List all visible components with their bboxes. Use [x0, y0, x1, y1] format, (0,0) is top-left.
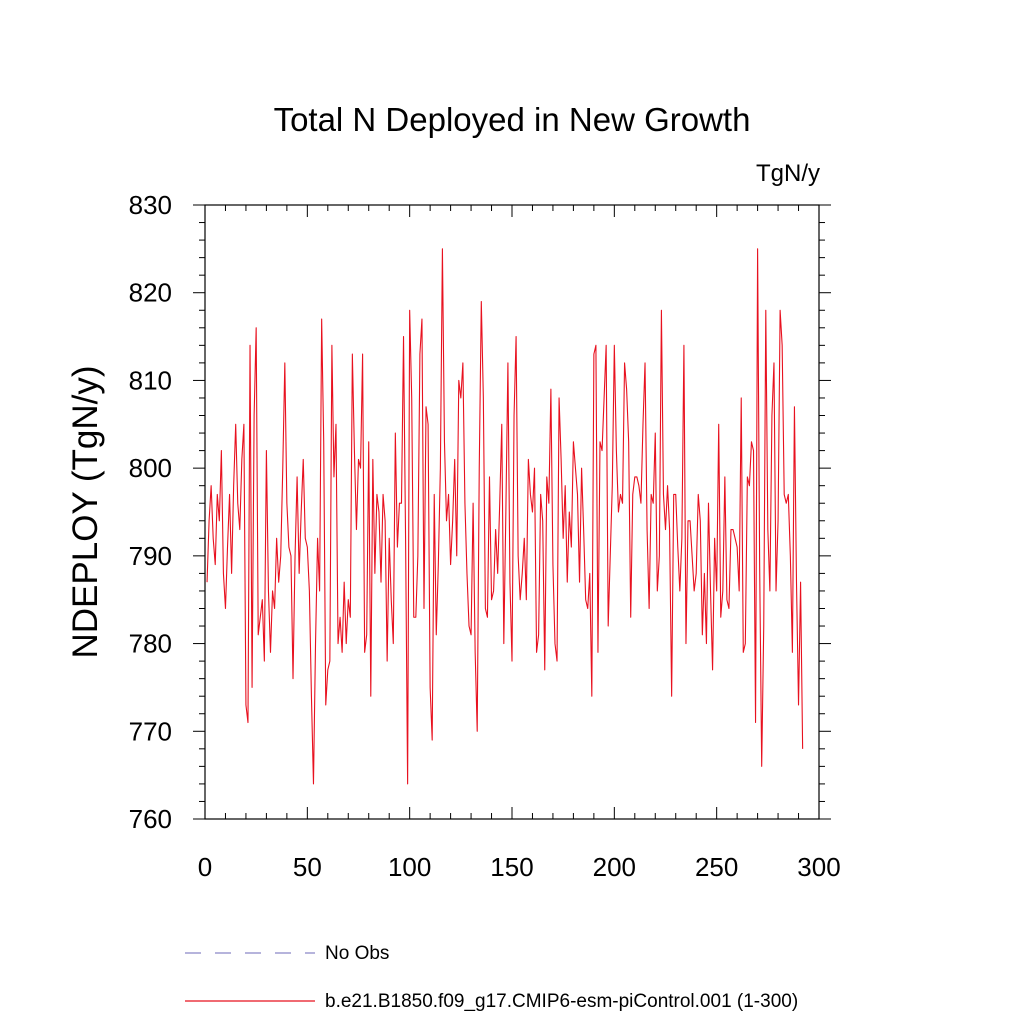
x-tick-label: 250	[695, 852, 738, 882]
x-tick-label: 150	[490, 852, 533, 882]
y-tick-label: 770	[129, 716, 172, 746]
chart-title: Total N Deployed in New Growth	[274, 101, 751, 138]
plot-frame	[204, 204, 820, 820]
tick-labels: 0 50 100 150 200 250 300 760 770 780 790 800 810 820 8…	[129, 190, 841, 882]
x-tick-label: 200	[593, 852, 636, 882]
series-line	[206, 248, 804, 785]
units-label: TgN/y	[756, 160, 820, 187]
axis-ticks	[193, 204, 831, 820]
y-tick-label: 760	[129, 804, 172, 834]
x-tick-label: 50	[293, 852, 322, 882]
y-axis-label: NDEPLOY (TgN/y)	[66, 365, 105, 658]
x-tick-label: 100	[388, 852, 431, 882]
y-tick-label: 810	[129, 365, 172, 395]
legend: No Obs b.e21.B1850.f09_g17.CMIP6-esm-piC…	[185, 943, 798, 1012]
y-tick-label: 790	[129, 541, 172, 571]
x-tick-label: 300	[797, 852, 840, 882]
y-tick-label: 800	[129, 453, 172, 483]
legend-label-no-obs: No Obs	[325, 943, 389, 964]
series-layer	[206, 248, 804, 785]
x-tick-label: 0	[198, 852, 212, 882]
y-tick-label: 830	[129, 190, 172, 220]
plot-area	[193, 204, 831, 820]
legend-label-model-run: b.e21.B1850.f09_g17.CMIP6-esm-piControl.…	[325, 991, 798, 1012]
y-tick-label: 820	[129, 278, 172, 308]
y-tick-label: 780	[129, 629, 172, 659]
